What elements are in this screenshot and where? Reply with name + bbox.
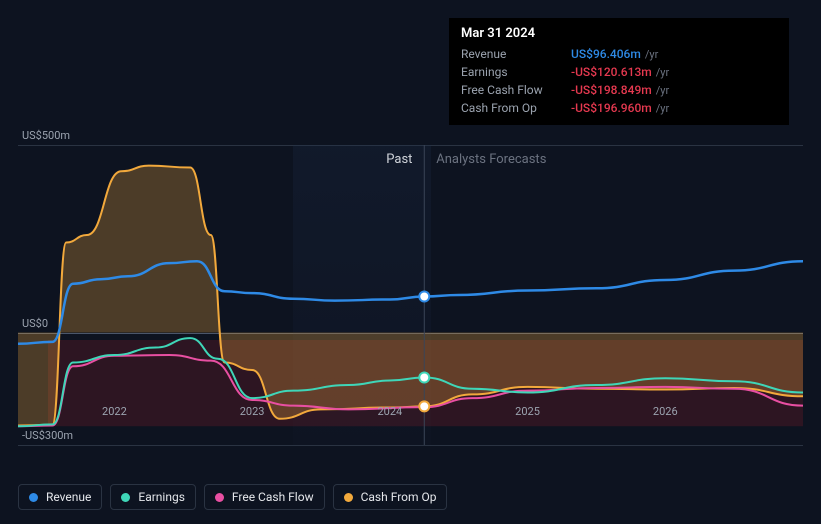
legend-swatch [344, 493, 353, 502]
y-axis-label: -US$300m [22, 429, 73, 442]
y-axis-label: US$0 [22, 317, 48, 330]
legend-label: Revenue [46, 490, 91, 504]
tooltip-value: -US$198.849m [571, 81, 652, 99]
tooltip-value: US$96.406m [571, 45, 641, 63]
chart-container: Mar 31 2024 RevenueUS$96.406m/yrEarnings… [0, 0, 821, 524]
tooltip-unit: /yr [645, 46, 658, 64]
tooltip-row: Earnings-US$120.613m/yr [461, 63, 777, 81]
x-axis-label: 2026 [653, 405, 678, 418]
legend-item[interactable]: Free Cash Flow [204, 484, 325, 510]
y-axis-label: US$500m [22, 129, 70, 142]
tooltip-row: Free Cash Flow-US$198.849m/yr [461, 81, 777, 99]
tooltip-unit: /yr [656, 64, 669, 82]
tooltip-row: Cash From Op-US$196.960m/yr [461, 99, 777, 117]
tooltip-row: RevenueUS$96.406m/yr [461, 45, 777, 63]
legend-swatch [215, 493, 224, 502]
x-axis-label: 2024 [377, 405, 402, 418]
legend-label: Cash From Op [361, 490, 437, 504]
x-axis-label: 2025 [515, 405, 540, 418]
tooltip-unit: /yr [656, 100, 669, 118]
legend-item[interactable]: Revenue [18, 484, 102, 510]
tooltip-label: Revenue [461, 45, 571, 63]
legend-label: Free Cash Flow [232, 490, 314, 504]
legend-swatch [29, 493, 38, 502]
legend-item[interactable]: Cash From Op [333, 484, 448, 510]
tooltip-label: Free Cash Flow [461, 81, 571, 99]
legend-item[interactable]: Earnings [110, 484, 196, 510]
legend-swatch [121, 493, 130, 502]
hover-tooltip: Mar 31 2024 RevenueUS$96.406m/yrEarnings… [449, 18, 789, 125]
x-axis-label: 2022 [102, 405, 127, 418]
legend-label: Earnings [138, 490, 185, 504]
tooltip-label: Cash From Op [461, 99, 571, 117]
legend: Revenue Earnings Free Cash Flow Cash From O… [18, 484, 447, 510]
tooltip-value: -US$120.613m [571, 63, 652, 81]
tooltip-value: -US$196.960m [571, 99, 652, 117]
tooltip-label: Earnings [461, 63, 571, 81]
x-axis-label: 2023 [240, 405, 265, 418]
tooltip-date: Mar 31 2024 [461, 26, 777, 41]
tooltip-unit: /yr [656, 82, 669, 100]
